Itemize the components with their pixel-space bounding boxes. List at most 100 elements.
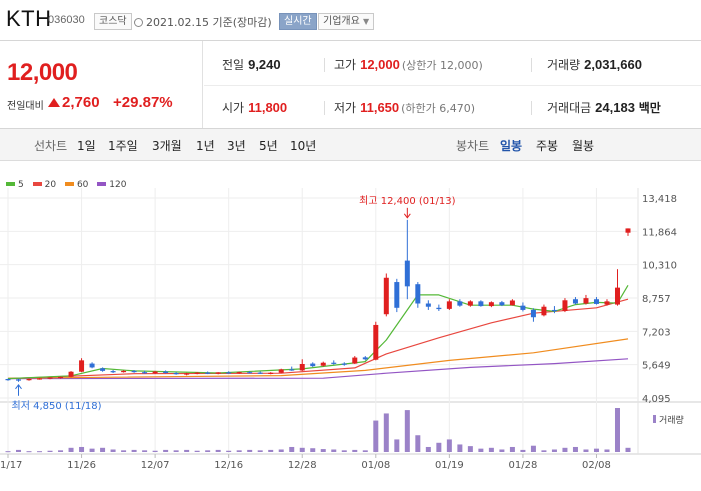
stat-label: 저가 (334, 101, 357, 115)
legend-ma120: 120 (97, 180, 126, 190)
candle-down (110, 370, 116, 374)
legend-ma5: 5 (6, 180, 24, 190)
candle-down (247, 371, 253, 374)
candle-body (320, 362, 326, 366)
candle-up (320, 361, 326, 367)
tab-1day[interactable]: 1일 (77, 139, 96, 153)
volume-bar (152, 450, 158, 452)
candle-up (121, 370, 127, 373)
volume-bar (194, 450, 200, 452)
volume-bar (257, 450, 263, 452)
candle-body (583, 298, 589, 304)
volume-bar (341, 450, 347, 452)
date-value: 2021.02.15 (146, 16, 209, 29)
volume-bar (299, 447, 305, 452)
candle-down (100, 367, 106, 372)
tab-3year[interactable]: 3년 (227, 139, 246, 153)
stat-open: 시가 11,800 (222, 99, 287, 116)
candle-body (625, 228, 631, 233)
stat-label: 시가 (222, 101, 245, 115)
quote-date: 2021.02.15 기준(장마감) (134, 14, 272, 30)
volume-bar (278, 449, 284, 452)
volume-bar (530, 445, 536, 452)
candle-down (310, 362, 316, 368)
x-tick-label: 12/07 (141, 460, 170, 471)
candle-up (58, 376, 64, 379)
tab-daily[interactable]: 일봉 (500, 139, 523, 153)
x-tick-label: 11/17 (0, 460, 22, 471)
candle-down (226, 371, 232, 374)
row-divider (204, 85, 701, 86)
tab-5year[interactable]: 5년 (259, 139, 278, 153)
candle-body (268, 372, 274, 374)
stat-sub: (상한가 12,000) (401, 59, 483, 72)
volume-bar (425, 446, 431, 452)
candle-up (68, 371, 74, 378)
volume-bar (331, 449, 337, 452)
candle-body (247, 372, 253, 374)
legend-ma5-label: 5 (18, 180, 24, 190)
legend-ma20-label: 20 (44, 180, 57, 190)
candle-body (467, 301, 473, 306)
volume-legend-swatch (653, 415, 656, 423)
y-tick-label: 5,649 (642, 361, 671, 372)
volume-bar (131, 449, 137, 452)
tab-1week[interactable]: 1주일 (108, 139, 138, 153)
tab-10year[interactable]: 10년 (290, 139, 317, 153)
tab-1year[interactable]: 1년 (196, 139, 215, 153)
candle-body (257, 372, 263, 374)
candle-body (310, 363, 316, 367)
stat-amount: 거래대금 24,183 백만 (547, 99, 661, 116)
volume-legend-label: 거래량 (659, 414, 684, 426)
volume-bar (5, 451, 11, 453)
candle-down (173, 371, 179, 375)
volume-bar (436, 442, 442, 452)
candle-down (131, 370, 137, 373)
candle-up (383, 273, 389, 317)
candle-down (425, 300, 431, 310)
stat-high: 고가 12,000 (상한가 12,000) (334, 56, 483, 73)
candle-body (236, 372, 242, 374)
volume-bar (184, 449, 190, 452)
ma60-line (7, 338, 629, 379)
volume-bar (383, 413, 389, 452)
stat-value: 11,800 (248, 100, 288, 115)
tab-3month[interactable]: 3개월 (152, 139, 182, 153)
candle-body (352, 357, 358, 364)
candle-body (79, 360, 85, 372)
stats-divider (0, 128, 701, 129)
candle-up (446, 299, 452, 310)
candle-up (79, 358, 85, 373)
tab-monthly[interactable]: 월봉 (572, 139, 595, 153)
volume-bar (404, 410, 410, 452)
x-tick-label: 11/26 (67, 460, 96, 471)
stat-label: 전일 (222, 58, 245, 72)
candle-body (457, 301, 463, 306)
stat-volume: 거래량 2,031,660 (547, 56, 642, 73)
candle-up (184, 372, 190, 376)
volume-bar (446, 439, 452, 452)
candle-down (163, 370, 169, 374)
tab-weekly[interactable]: 주봉 (536, 139, 559, 153)
candle-up (488, 301, 494, 308)
volume-bar (236, 450, 242, 452)
candle-chart-label: 봉차트 (456, 139, 490, 153)
candle-up (299, 359, 305, 372)
x-tick-label: 12/28 (288, 460, 317, 471)
candle-down (499, 300, 505, 307)
low-annotation: 최저 4,850 (11/18) (12, 400, 102, 412)
y-tick-label: 11,864 (642, 227, 677, 238)
company-overview-button[interactable]: 기업개요 ▼ (318, 13, 375, 30)
realtime-button[interactable]: 실시간 (279, 13, 317, 30)
volume-bar (173, 450, 179, 452)
candle-body (551, 309, 557, 312)
candle-down (89, 362, 95, 369)
volume-bar (16, 449, 22, 452)
stat-value: 12,000 (360, 57, 400, 72)
quote-stats: 전일 9,240 고가 12,000 (상한가 12,000) 거래량 2,031,66… (204, 41, 701, 129)
volume-bar (352, 449, 358, 452)
volume-bar (614, 408, 620, 452)
volume-bar (467, 446, 473, 452)
candle-body (331, 362, 337, 364)
